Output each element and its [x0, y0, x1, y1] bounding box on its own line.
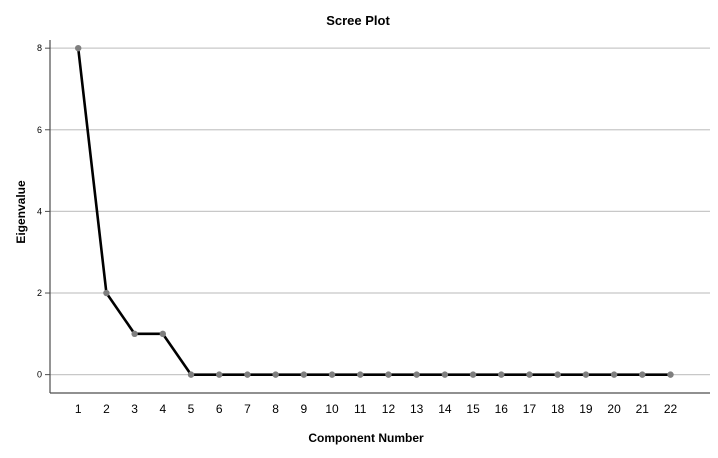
x-tick-label-19: 19: [579, 402, 593, 416]
x-tick-label-8: 8: [272, 402, 279, 416]
x-tick-label-13: 13: [410, 402, 424, 416]
x-tick-label-9: 9: [301, 402, 308, 416]
gridlines: [50, 47, 710, 376]
x-tick-label-22: 22: [664, 402, 678, 416]
axes: [45, 40, 710, 394]
chart-title: Scree Plot: [326, 13, 390, 28]
x-tick-label-20: 20: [607, 402, 621, 416]
data-point-2: [103, 289, 110, 297]
data-point-21: [639, 371, 646, 378]
data-point-8: [272, 371, 279, 378]
data-point-10: [328, 371, 336, 378]
x-tick-label-1: 1: [75, 402, 82, 416]
x-tick-label-12: 12: [382, 402, 396, 416]
data-point-12: [385, 371, 392, 378]
data-point-20: [610, 371, 618, 378]
data-point-11: [357, 371, 364, 378]
data-point-9: [300, 371, 308, 378]
data-point-6: [216, 371, 223, 378]
x-tick-label-11: 11: [354, 402, 367, 416]
data-point-3: [131, 330, 138, 338]
y-tick-label-4: 4: [37, 206, 42, 216]
series-group: [75, 44, 674, 378]
x-tick-label-17: 17: [523, 402, 537, 416]
data-point-16: [498, 371, 505, 378]
data-point-19: [582, 371, 590, 378]
data-point-13: [413, 371, 420, 378]
data-point-17: [526, 371, 533, 378]
data-point-18: [554, 371, 561, 378]
x-tick-label-16: 16: [495, 402, 509, 416]
data-point-22: [667, 371, 674, 378]
y-axis-title: Eigenvalue: [14, 180, 28, 244]
x-tick-label-2: 2: [103, 402, 110, 416]
y-tick-label-8: 8: [37, 43, 42, 53]
x-tick-label-15: 15: [466, 402, 480, 416]
x-tick-label-3: 3: [131, 402, 138, 416]
data-point-1: [75, 44, 82, 52]
data-point-15: [469, 371, 477, 378]
x-tick-label-5: 5: [188, 402, 195, 416]
y-tick-label-2: 2: [37, 288, 42, 298]
x-tick-label-10: 10: [325, 402, 339, 416]
x-tick-label-6: 6: [216, 402, 223, 416]
y-tick-label-6: 6: [37, 125, 42, 135]
x-tick-label-14: 14: [438, 402, 452, 416]
x-tick-label-21: 21: [636, 402, 650, 416]
x-tick-label-18: 18: [551, 402, 565, 416]
data-point-7: [244, 371, 251, 378]
data-point-4: [159, 330, 167, 338]
x-axis-title: Component Number: [308, 431, 424, 445]
data-point-14: [441, 371, 449, 378]
data-point-5: [187, 371, 195, 378]
y-tick-label-0: 0: [37, 370, 42, 380]
x-tick-label-7: 7: [244, 402, 251, 416]
x-tick-label-4: 4: [159, 402, 166, 416]
series-line: [76, 46, 672, 376]
